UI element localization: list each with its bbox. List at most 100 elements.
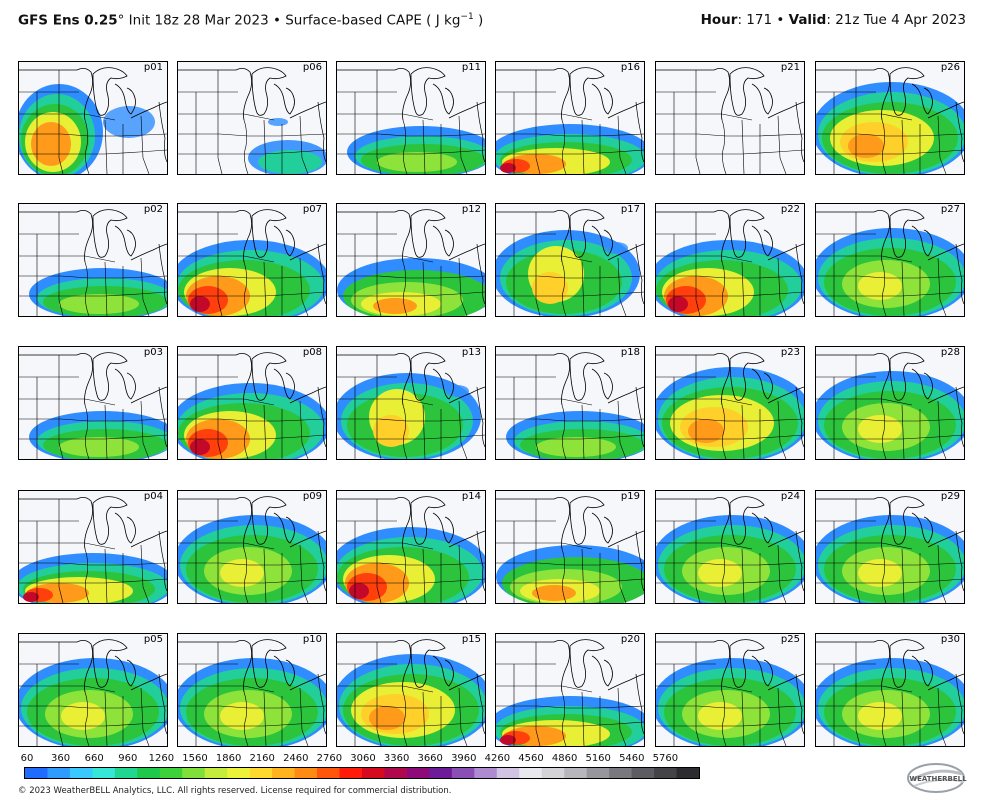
panel-label: p07 — [301, 204, 323, 216]
panel-map-p04 — [19, 496, 167, 603]
colorbar-segment — [541, 768, 565, 778]
ensemble-panel-p29: p29 — [815, 490, 965, 604]
colorbar-segment — [609, 768, 633, 778]
panel-map-p02 — [19, 209, 167, 316]
panel-map-p06 — [178, 67, 326, 174]
colorbar-segment — [227, 768, 251, 778]
panel-map-p05 — [19, 639, 167, 746]
colorbar-tick-label: 3660 — [417, 753, 443, 764]
colorbar-segment — [384, 768, 408, 778]
colorbar-segment — [519, 768, 543, 778]
colorbar-tick-label: 4260 — [484, 753, 511, 764]
valid-label: Valid — [788, 12, 827, 28]
ensemble-panel-p12: p12 — [336, 203, 486, 317]
ensemble-panel-p11: p11 — [336, 61, 486, 175]
colorbar-tick-label: 5760 — [652, 753, 679, 764]
colorbar-segment — [294, 768, 318, 778]
panel-map-p13 — [337, 352, 485, 459]
ensemble-panel-p24: p24 — [655, 490, 805, 604]
panel-label: p27 — [939, 204, 961, 216]
colorbar-tick-label: 660 — [84, 753, 104, 764]
ensemble-panel-p01: p01 — [18, 61, 168, 175]
panel-label: p01 — [142, 62, 164, 74]
panel-label: p21 — [779, 62, 801, 74]
panel-map-p23 — [656, 352, 804, 459]
panel-map-p20 — [496, 639, 644, 746]
panel-label: p14 — [460, 491, 482, 503]
colorbar-segment — [474, 768, 498, 778]
panel-map-p08 — [178, 352, 326, 459]
panel-label: p09 — [301, 491, 323, 503]
colorbar-tick-label: 2460 — [283, 753, 309, 764]
panel-label: p03 — [142, 347, 164, 359]
panel-map-p12 — [337, 209, 485, 316]
colorbar-segment — [654, 768, 678, 778]
colorbar-tick-label: 60 — [20, 753, 34, 764]
colorbar-tick-label: 1260 — [148, 753, 175, 764]
panel-label: p19 — [619, 491, 641, 503]
ensemble-panel-p14: p14 — [336, 490, 486, 604]
panel-label: p11 — [460, 62, 482, 74]
ensemble-panel-p07: p07 — [177, 203, 327, 317]
colorbar-segment — [114, 768, 138, 778]
panel-label: p26 — [939, 62, 961, 74]
panel-label: p08 — [301, 347, 323, 359]
panel-label: p05 — [142, 634, 164, 646]
panel-label: p16 — [619, 62, 641, 74]
colorbar-tick-label: 960 — [118, 753, 138, 764]
init-and-field: ° Init 18z 28 Mar 2023 • Surface-based C… — [117, 12, 461, 29]
ensemble-panel-p27: p27 — [815, 203, 965, 317]
ensemble-panel-p05: p05 — [18, 633, 168, 747]
ensemble-member-grid: p01 p06 p11 p16 — [18, 61, 965, 747]
colorbar-tick-label: 2160 — [249, 753, 275, 764]
panel-map-p07 — [178, 209, 326, 316]
panel-label: p06 — [301, 62, 323, 74]
colorbar-segment — [317, 768, 341, 778]
ensemble-panel-p02: p02 — [18, 203, 168, 317]
ensemble-panel-p03: p03 — [18, 346, 168, 460]
colorbar-tick-label: 3360 — [383, 753, 410, 764]
colorbar-segment — [69, 768, 93, 778]
panel-map-p09 — [178, 496, 326, 603]
panel-label: p17 — [619, 204, 641, 216]
ensemble-panel-p19: p19 — [495, 490, 645, 604]
panel-label: p28 — [939, 347, 961, 359]
colorbar-segment — [631, 768, 655, 778]
colorbar-tick-label: 3060 — [350, 753, 376, 764]
ensemble-panel-p20: p20 — [495, 633, 645, 747]
ensemble-panel-p28: p28 — [815, 346, 965, 460]
panel-map-p28 — [816, 352, 964, 459]
colorbar-tick-labels: 60 360 660 960 1260 1560 1860 2160 2460 2760 3060 3… — [0, 753, 984, 765]
ensemble-panel-p10: p10 — [177, 633, 327, 747]
colorbar-tick-label: 4560 — [518, 753, 544, 764]
model-name: GFS Ens 0.25 — [18, 12, 118, 29]
colorbar-segment — [564, 768, 588, 778]
colorbar-segment — [182, 768, 206, 778]
panel-label: p25 — [779, 634, 801, 646]
panel-label: p04 — [142, 491, 164, 503]
panel-label: p23 — [779, 347, 801, 359]
colorbar-segment — [204, 768, 228, 778]
copyright-notice: © 2023 WeatherBELL Analytics, LLC. All r… — [18, 786, 452, 796]
ensemble-panel-p13: p13 — [336, 346, 486, 460]
panel-label: p10 — [301, 634, 323, 646]
valid-time: Hour: 171 • Valid: 21z Tue 4 Apr 2023 — [701, 12, 966, 28]
ensemble-panel-p25: p25 — [655, 633, 805, 747]
panel-map-p16 — [496, 67, 644, 174]
ensemble-panel-p30: p30 — [815, 633, 965, 747]
ensemble-panel-p22: p22 — [655, 203, 805, 317]
svg-text:WEATHERBELL: WEATHERBELL — [909, 775, 967, 783]
colorbar-segment — [137, 768, 161, 778]
colorbar-tick-label: 1560 — [182, 753, 208, 764]
panel-map-p15 — [337, 639, 485, 746]
panel-label: p24 — [779, 491, 801, 503]
colorbar-segment — [676, 768, 699, 778]
panel-label: p22 — [779, 204, 801, 216]
panel-map-p14 — [337, 496, 485, 603]
panel-map-p19 — [496, 496, 644, 603]
panel-map-p18 — [496, 352, 644, 459]
ensemble-panel-p23: p23 — [655, 346, 805, 460]
unit-exponent: −1 — [460, 12, 474, 22]
panel-map-p11 — [337, 67, 485, 174]
hour-value: : 171 • — [737, 12, 789, 28]
